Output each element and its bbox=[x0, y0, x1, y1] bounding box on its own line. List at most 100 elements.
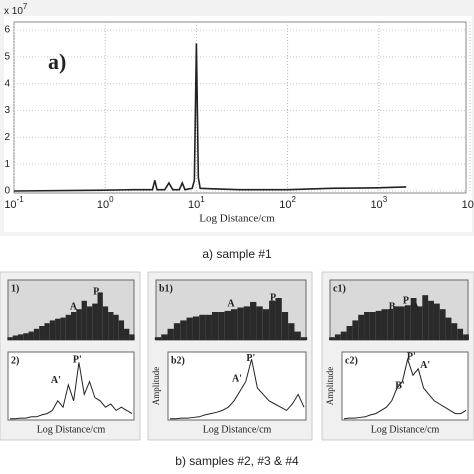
area-bar bbox=[65, 314, 71, 340]
area-bar bbox=[231, 309, 238, 340]
x-tick-label: 102 bbox=[279, 195, 296, 211]
area-bar bbox=[60, 317, 66, 340]
area-bar bbox=[269, 300, 276, 340]
peak-label: B' bbox=[395, 380, 405, 391]
area-bar bbox=[399, 306, 405, 340]
x-axis-label: Log Distance/cm bbox=[199, 213, 275, 225]
area-bar bbox=[428, 300, 434, 340]
area-bar bbox=[113, 314, 119, 340]
area-bar bbox=[369, 312, 376, 340]
y-axis-label: Amplitude bbox=[325, 367, 335, 406]
area-bar bbox=[352, 320, 359, 340]
area-bar bbox=[129, 334, 135, 340]
area-bar bbox=[329, 337, 335, 340]
area-bar bbox=[340, 331, 347, 340]
area-bar bbox=[439, 309, 446, 340]
area-bar bbox=[387, 309, 394, 340]
peak-label: A bbox=[227, 298, 235, 309]
area-bar bbox=[463, 334, 469, 340]
y-tick-label: 1 bbox=[4, 159, 10, 170]
panel-label: c1) bbox=[333, 283, 346, 294]
y-tick-label: 2 bbox=[4, 132, 10, 143]
area-bar bbox=[192, 316, 200, 340]
area-bar bbox=[393, 306, 399, 340]
peak-label: A' bbox=[51, 375, 61, 386]
area-bar bbox=[154, 337, 162, 340]
peak-label: A bbox=[70, 301, 78, 312]
area-bar bbox=[81, 300, 87, 340]
area-bar bbox=[364, 312, 370, 340]
data-line bbox=[13, 43, 407, 192]
y-tick-label: 0 bbox=[4, 186, 10, 197]
area-bar bbox=[375, 310, 382, 340]
y-tick-label: 4 bbox=[4, 78, 10, 89]
area-bar bbox=[44, 323, 50, 340]
peak-label: P bbox=[403, 295, 409, 306]
peak-label: P bbox=[270, 292, 276, 303]
area-bar bbox=[28, 331, 34, 340]
area-bar bbox=[422, 295, 429, 340]
peak-label: A bbox=[412, 301, 420, 312]
peak-label: P' bbox=[246, 353, 255, 364]
area-bar bbox=[404, 305, 411, 340]
area-bar bbox=[167, 328, 174, 340]
area-bar bbox=[76, 309, 82, 340]
area-bar bbox=[445, 317, 452, 340]
area-bar bbox=[381, 309, 388, 340]
area-bar bbox=[243, 306, 251, 340]
area-bar bbox=[124, 328, 130, 340]
peak-label: B bbox=[389, 301, 396, 312]
area-bar bbox=[416, 306, 423, 340]
area-bar bbox=[173, 323, 181, 340]
panel-label: c2) bbox=[345, 355, 358, 366]
area-bar bbox=[451, 323, 458, 340]
area-bar bbox=[102, 306, 109, 340]
area-bar bbox=[12, 335, 18, 340]
area-bar bbox=[262, 309, 270, 340]
area-bar bbox=[180, 320, 187, 340]
data-line bbox=[343, 357, 467, 420]
area-bar bbox=[39, 326, 45, 340]
panel-annotation: a) bbox=[48, 49, 66, 74]
x-tick-label: 100 bbox=[97, 195, 114, 211]
area-bar bbox=[92, 303, 98, 340]
peak-label: A' bbox=[420, 360, 430, 371]
plot-bg bbox=[7, 351, 135, 421]
area-bar bbox=[334, 334, 341, 340]
y-tick-label: 5 bbox=[4, 51, 10, 62]
area-bar bbox=[300, 337, 308, 340]
area-bar bbox=[218, 312, 225, 340]
peak-label: P bbox=[93, 286, 99, 297]
area-bar bbox=[97, 292, 103, 340]
area-bar bbox=[256, 306, 263, 340]
x-tick-label: 101 bbox=[188, 195, 205, 211]
area-bar bbox=[161, 334, 168, 340]
area-bar bbox=[71, 312, 77, 340]
area-bar bbox=[358, 314, 365, 340]
y-tick-label: 3 bbox=[4, 105, 10, 116]
area-bar bbox=[33, 328, 40, 340]
area-bar bbox=[224, 310, 231, 340]
area-bar bbox=[118, 320, 125, 340]
panel-label: 2) bbox=[11, 355, 19, 366]
panel-label: 1) bbox=[11, 283, 19, 294]
area-bar bbox=[55, 318, 61, 340]
x-tick-label: 103 bbox=[370, 195, 387, 211]
data-line bbox=[170, 359, 305, 420]
plot-frame bbox=[13, 21, 467, 194]
peak-label: P' bbox=[407, 352, 416, 363]
area-bar bbox=[250, 301, 257, 340]
caption: b) samples #2, #3 & #4 bbox=[175, 454, 299, 468]
peak-label: P' bbox=[73, 354, 82, 365]
peak-label: A' bbox=[232, 373, 242, 384]
area-bar bbox=[294, 331, 301, 340]
panel-label: b2) bbox=[171, 355, 185, 366]
area-bar bbox=[186, 317, 193, 340]
area-bar bbox=[49, 320, 56, 340]
panel-label: b1) bbox=[159, 283, 173, 294]
area-bar bbox=[205, 314, 212, 340]
area-bar bbox=[17, 334, 24, 340]
area-bar bbox=[457, 328, 464, 340]
area-bar bbox=[288, 323, 295, 340]
